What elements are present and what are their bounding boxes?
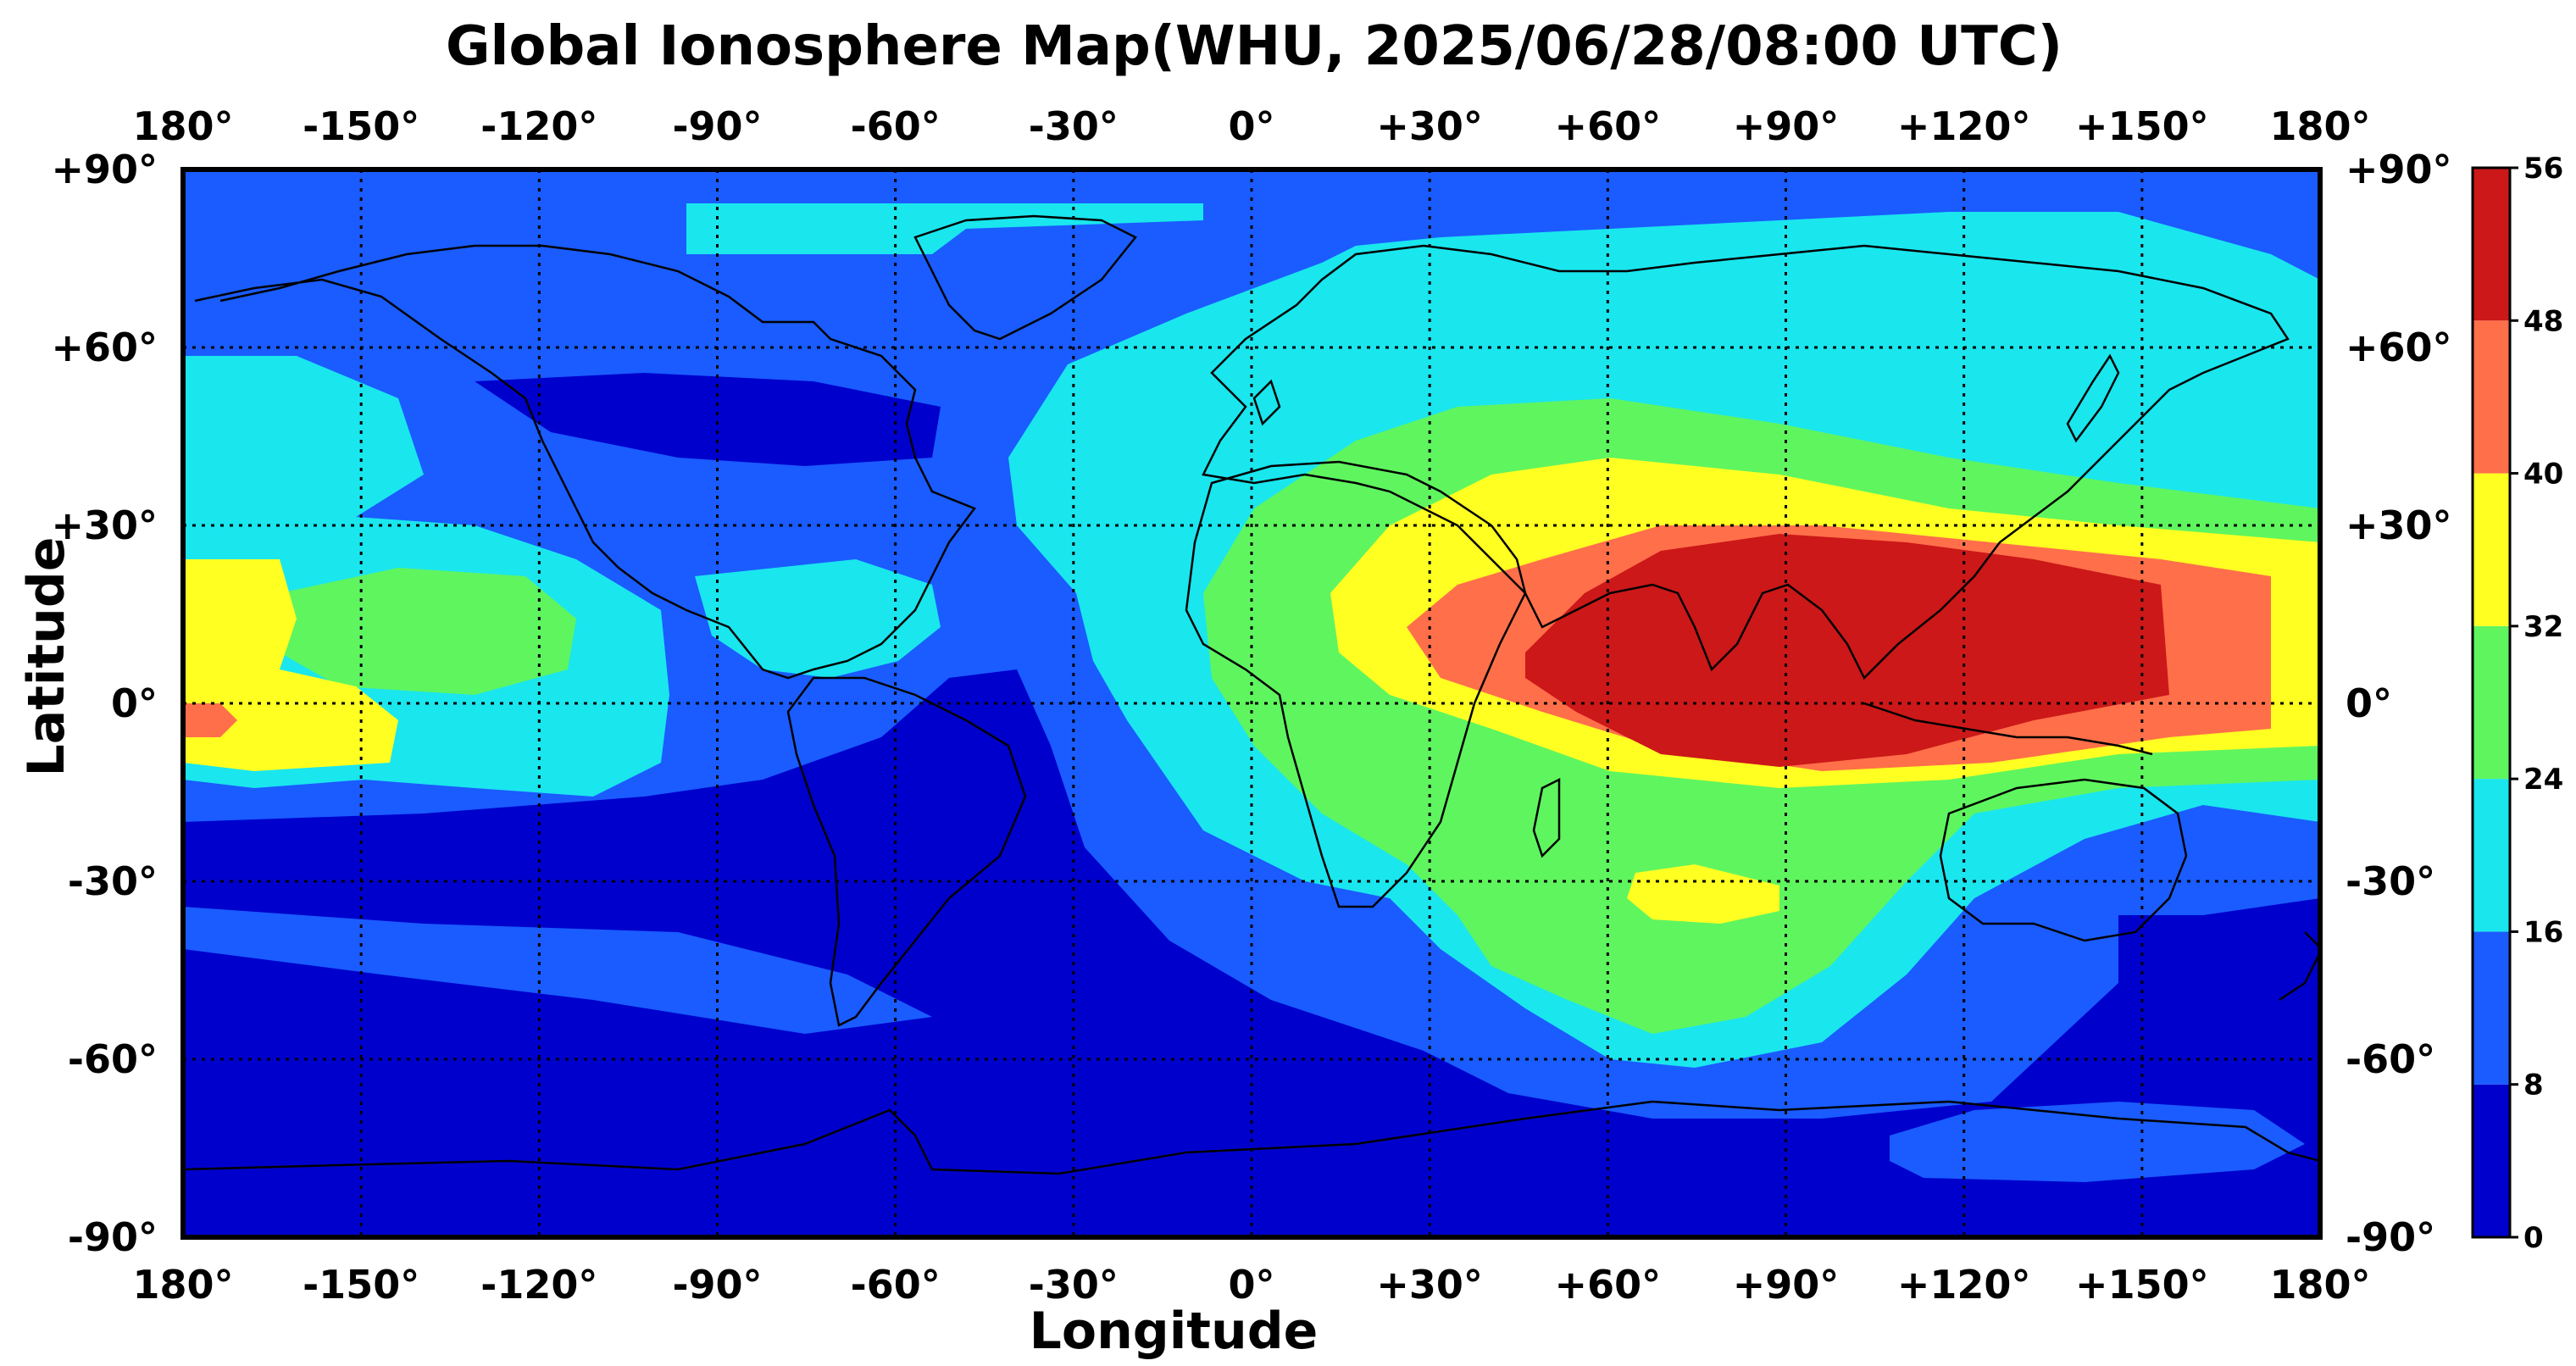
y-ticks-right: +90° +60° +30° 0° -30° -60° -90° [2346, 147, 2452, 1260]
tec-region-blue-south-band [183, 907, 932, 1034]
colorbar-tick-label: 48 [2523, 304, 2563, 338]
tec-region-green-pacific [280, 568, 576, 695]
coastline-australia [1939, 778, 2188, 942]
y-tick-label-left: -30° [68, 858, 158, 904]
x-tick-label-bottom: -90° [672, 1262, 762, 1308]
x-tick-label-top: +30° [1376, 103, 1483, 149]
coastline-south-america [786, 676, 1027, 1027]
y-tick-label-left: -60° [68, 1036, 158, 1082]
tec-region-darkblue-canada [475, 373, 941, 466]
x-tick-label-top: -120° [480, 103, 597, 149]
y-tick-label-right: -90° [2346, 1214, 2435, 1260]
x-tick-label-bottom: -120° [480, 1262, 597, 1308]
colorbar-segment [2473, 625, 2510, 780]
y-tick-label-right: +60° [2346, 325, 2452, 370]
x-tick-label-top: -150° [303, 103, 419, 149]
coastline-new-zealand [2279, 931, 2320, 1002]
colorbar-segment [2473, 1084, 2510, 1237]
y-tick-label-right: +90° [2346, 147, 2452, 192]
colorbar-tick-label: 24 [2523, 763, 2563, 797]
x-tick-label-top: +90° [1733, 103, 1840, 149]
tec-region-cyan-caribbean [695, 559, 941, 678]
tec-region-orange-pacific [183, 703, 237, 737]
x-ticks-bottom: 180° -150° -120° -90° -60° -30° 0° +30° +60° +90°… [132, 1262, 2370, 1308]
colorbar-tick-label: 32 [2523, 610, 2563, 644]
coastline-greenland [913, 214, 1137, 341]
tec-region-yellow-pacific [183, 559, 398, 771]
x-axis-label: Longitude [1029, 1302, 1319, 1361]
y-tick-label-left: +30° [51, 503, 158, 548]
tec-region-yellow-indian-ocean [1627, 864, 1779, 924]
coastline-eurasia [1202, 244, 2290, 680]
x-tick-label-top: 0° [1228, 103, 1274, 149]
coastline-madagascar [1532, 777, 1561, 858]
x-tick-label-top: -60° [851, 103, 941, 149]
x-ticks-top: 180° -150° -120° -90° -60° -30° 0° +30° +60° +90°… [132, 103, 2370, 149]
colorbar-segment [2473, 320, 2510, 474]
colorbar-frame [2471, 166, 2512, 1239]
map-frame [180, 167, 2323, 1240]
x-tick-label-bottom: -60° [851, 1262, 941, 1308]
x-tick-label-bottom: 180° [132, 1262, 233, 1308]
x-tick-label-bottom: +60° [1555, 1262, 1662, 1308]
colorbar-tick-label: 56 [2523, 152, 2563, 186]
y-tick-label-left: -90° [68, 1214, 158, 1260]
x-tick-label-bottom: 180° [2269, 1262, 2370, 1308]
coastline-indonesia [1863, 702, 2153, 756]
colorbar-tick-label: 0 [2523, 1221, 2544, 1255]
colorbar: 0 8 16 24 32 40 48 56 [2471, 152, 2563, 1255]
x-tick-label-bottom: -30° [1029, 1262, 1119, 1308]
colorbar-segment [2473, 473, 2510, 626]
x-tick-label-top: 180° [132, 103, 233, 149]
x-tick-label-bottom: +30° [1376, 1262, 1483, 1308]
x-tick-label-top: 180° [2269, 103, 2370, 149]
coastline-antarctica [183, 1100, 2320, 1175]
colorbar-tick-label: 16 [2523, 915, 2563, 949]
graticule [183, 169, 2320, 1237]
x-tick-label-bottom: +150° [2075, 1262, 2209, 1308]
y-tick-label-right: -60° [2346, 1036, 2435, 1082]
x-tick-label-bottom: -150° [303, 1262, 419, 1308]
colorbar-segment [2473, 168, 2510, 321]
x-tick-label-top: -90° [672, 103, 762, 149]
y-tick-label-left: +90° [51, 147, 158, 192]
coastline-north-america [194, 244, 976, 680]
coastline-japan [2066, 353, 2120, 443]
colorbar-tick-label: 40 [2523, 458, 2563, 491]
y-tick-label-left: +60° [51, 325, 158, 370]
x-tick-label-top: +150° [2075, 103, 2209, 149]
x-tick-label-top: +60° [1555, 103, 1662, 149]
coastline-uk [1252, 379, 1281, 426]
colorbar-segment [2473, 779, 2510, 932]
y-tick-label-right: -30° [2346, 858, 2435, 904]
y-tick-label-right: 0° [2346, 680, 2392, 726]
x-tick-label-top: -30° [1029, 103, 1119, 149]
x-tick-label-bottom: 0° [1228, 1262, 1274, 1308]
x-tick-label-bottom: +120° [1897, 1262, 2031, 1308]
colorbar-segment [2473, 931, 2510, 1085]
y-ticks-left: +90° +60° +30° 0° -30° -60° -90° [51, 147, 158, 1260]
tec-region-blue-antarctic-patch [1890, 1102, 2305, 1182]
colorbar-tick-label: 8 [2523, 1069, 2544, 1102]
y-tick-label-right: +30° [2346, 503, 2452, 548]
x-tick-label-top: +120° [1897, 103, 2031, 149]
coastline-africa [1185, 460, 1527, 908]
chart-title: Global Ionosphere Map(WHU, 2025/06/28/08… [446, 15, 2062, 78]
coastlines [183, 214, 2320, 1175]
tec-region-red-main [1525, 534, 2169, 767]
y-tick-label-left: 0° [111, 680, 158, 726]
x-tick-label-bottom: +90° [1733, 1262, 1840, 1308]
